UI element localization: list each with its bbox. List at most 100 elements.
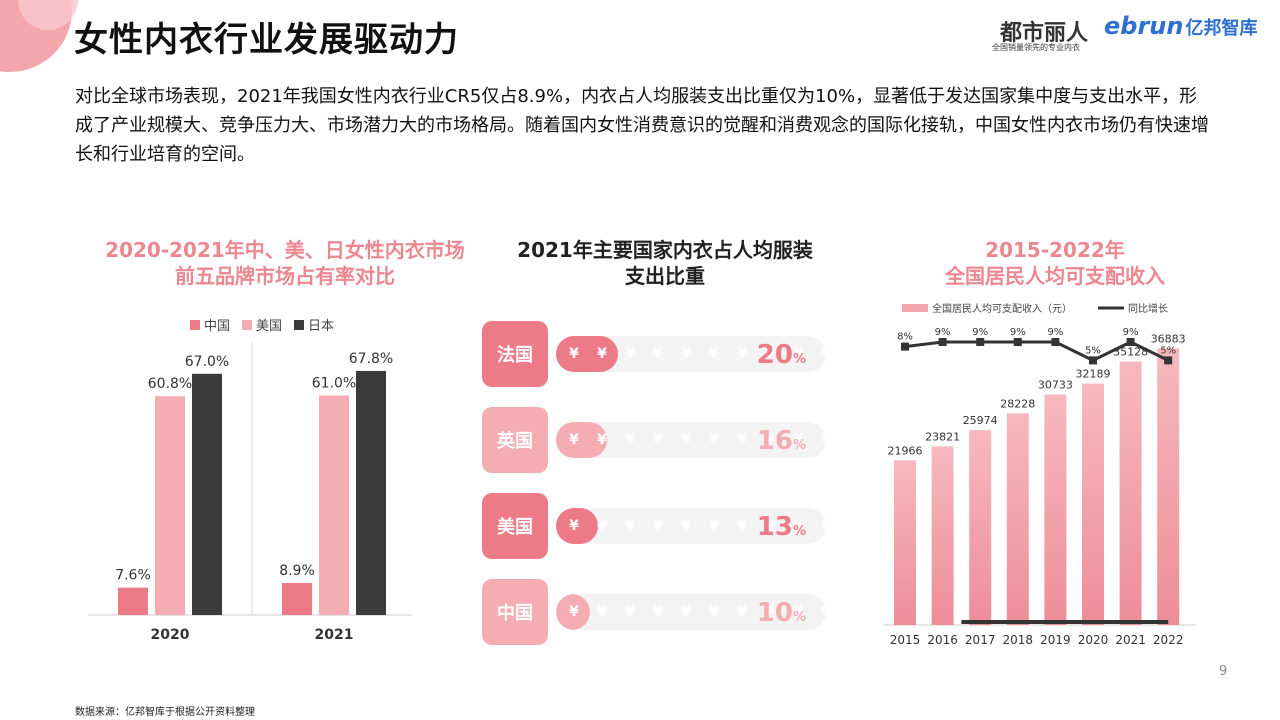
chart3-title-line1: 2015-2022年 <box>985 238 1125 262</box>
data-label-2020-日本: 67.0% <box>185 354 229 370</box>
bar-2018 <box>1006 413 1029 625</box>
spending-value: 16% <box>757 426 806 456</box>
legend-swatch-1 <box>242 320 252 330</box>
spending-value-unit: % <box>792 352 806 367</box>
spending-track: ¥ ¥ ¥ ¥ ¥ ¥ ¥ ¥ ¥ ¥ <box>556 336 826 372</box>
ebrun-text: 亿邦智库 <box>1185 18 1258 39</box>
spending-fill <box>556 336 618 372</box>
spending-track: ¥ ¥ ¥ ¥ ¥ ¥ ¥ ¥ ¥ ¥ <box>556 508 826 544</box>
bar-2020-中国 <box>118 587 148 615</box>
money-bag-icon: ¥ <box>681 518 691 534</box>
spending-fill <box>556 594 590 630</box>
country-label: 法国 <box>482 321 548 387</box>
data-label-2020: 32189 <box>1076 368 1111 381</box>
x-tick-2021: 2021 <box>1115 633 1146 647</box>
bar-2020 <box>1082 383 1104 625</box>
chart3-disposable-income: 全国居民人均可支配收入（元） 同比增长 21966 2015 23821 2016 2597… <box>884 302 1196 647</box>
growth-point-2019 <box>1051 338 1060 346</box>
legend-swatch-income <box>902 304 928 312</box>
legend-swatch-2 <box>294 320 304 330</box>
money-bag-icon: ¥ <box>709 518 719 534</box>
x-tick-2017: 2017 <box>965 633 996 647</box>
money-bag-icon: ¥ <box>625 604 635 620</box>
spending-row-英国: 英国 ¥ ¥ ¥ ¥ ¥ ¥ ¥ ¥ ¥ ¥16% <box>482 407 832 473</box>
chart1-title: 2020-2021年中、美、日女性内衣市场 前五品牌市场占有率对比 <box>90 237 480 289</box>
spending-value: 10% <box>757 598 806 628</box>
growth-label-2020: 5% <box>1085 345 1101 356</box>
growth-label-2016: 9% <box>935 327 951 338</box>
brand-logo-dushiliren: 都市丽人 <box>1000 21 1089 46</box>
growth-point-2018 <box>1013 338 1022 346</box>
money-bag-icon: ¥ <box>709 432 719 448</box>
growth-label-2022: 5% <box>1160 345 1176 356</box>
spending-fill <box>556 422 607 458</box>
data-label-2020-美国: 60.8% <box>148 376 192 392</box>
money-bag-icon: ¥ <box>814 346 826 362</box>
growth-label-2017: 9% <box>972 327 988 338</box>
data-label-2020-中国: 7.6% <box>115 568 151 584</box>
chart2-title-line2: 支出比重 <box>625 264 705 288</box>
country-label: 英国 <box>482 407 548 473</box>
bar-2021 <box>1119 361 1142 625</box>
money-bag-icon: ¥ <box>681 346 691 362</box>
money-bag-icon: ¥ <box>737 432 747 448</box>
data-label-2021-日本: 67.8% <box>349 351 393 367</box>
money-bag-icon: ¥ <box>765 604 775 620</box>
money-bag-icon: ¥ <box>653 604 663 620</box>
money-bag-icon: ¥ <box>765 432 775 448</box>
data-label-2016: 23821 <box>925 430 960 443</box>
spending-value: 13% <box>757 512 806 542</box>
bar-2020-日本 <box>192 373 222 615</box>
bar-2015 <box>894 460 916 625</box>
money-bag-icon: ¥ <box>597 432 607 448</box>
spending-value-number: 13 <box>756 512 793 542</box>
chart3-legend: 全国居民人均可支配收入（元） 同比增长 <box>902 302 1168 315</box>
bar-2021-美国 <box>319 395 349 615</box>
intro-paragraph: 对比全球市场表现，2021年我国女性内衣行业CR5仅占8.9%，内衣占人均服装支… <box>75 86 1209 165</box>
data-label-2017: 25974 <box>963 414 998 427</box>
x-tick-2015: 2015 <box>890 633 921 647</box>
chart2-title-line1: 2021年主要国家内衣占人均服装 <box>517 238 813 262</box>
money-bag-icon: ¥ <box>737 604 747 620</box>
money-bag-icon: ¥ <box>625 518 635 534</box>
page-number: 9 <box>1219 664 1228 679</box>
money-bag-icons: ¥ ¥ ¥ ¥ ¥ ¥ ¥ ¥ ¥ ¥ <box>562 594 826 630</box>
ebrun-wordmark: ebrun <box>1104 12 1184 40</box>
chart3-title-line2: 全国居民人均可支配收入 <box>945 264 1165 288</box>
legend-label-income: 全国居民人均可支配收入（元） <box>932 302 1072 315</box>
chart1-title-line2: 前五品牌市场占有率对比 <box>175 264 395 288</box>
money-bag-icon: ¥ <box>765 518 775 534</box>
x-tick-2020: 2020 <box>1078 633 1109 647</box>
legend-label-0: 中国 <box>204 319 230 334</box>
legend-label-growth: 同比增长 <box>1128 302 1168 315</box>
chart1-title-line1: 2020-2021年中、美、日女性内衣市场 <box>105 238 465 262</box>
bar-2017 <box>969 430 992 625</box>
spending-row-美国: 美国 ¥ ¥ ¥ ¥ ¥ ¥ ¥ ¥ ¥ ¥13% <box>482 493 832 559</box>
money-bag-icon: ¥ <box>737 518 747 534</box>
bar-2021-中国 <box>282 582 312 615</box>
growth-point-2020 <box>1089 356 1097 365</box>
legend-label-1: 美国 <box>256 319 282 334</box>
growth-point-2022 <box>1164 356 1173 365</box>
bar-2016 <box>931 446 954 625</box>
spending-fill <box>556 508 599 544</box>
money-bag-icon: ¥ <box>681 604 691 620</box>
growth-label-2015: 8% <box>897 332 913 343</box>
data-label-2019: 30733 <box>1038 379 1073 392</box>
brand-logo-slogan: 全国销量领先的专业内衣 <box>992 43 1080 52</box>
money-bag-icon: ¥ <box>569 346 579 362</box>
money-bag-icon: ¥ <box>814 432 826 448</box>
x-tick-2016: 2016 <box>927 633 958 647</box>
chart1-legend: 中国 美国 日本 <box>190 319 334 334</box>
spending-value: 20% <box>757 340 806 370</box>
money-bag-icon: ¥ <box>569 518 579 534</box>
money-bag-icon: ¥ <box>793 518 803 534</box>
spending-row-中国: 中国 ¥ ¥ ¥ ¥ ¥ ¥ ¥ ¥ ¥ ¥10% <box>482 579 832 645</box>
money-bag-icon: ¥ <box>653 346 663 362</box>
spending-value-number: 10 <box>756 598 793 628</box>
x-tick-2021: 2021 <box>315 627 354 643</box>
spending-value-number: 20 <box>756 340 793 370</box>
spending-value-number: 16 <box>756 426 793 456</box>
spending-value-unit: % <box>792 438 806 453</box>
country-label: 美国 <box>482 493 548 559</box>
